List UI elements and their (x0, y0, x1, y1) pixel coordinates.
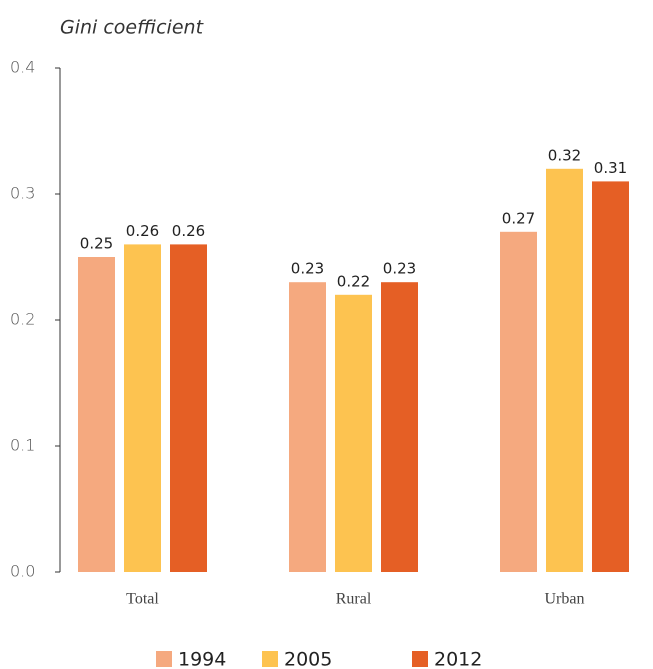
bar (381, 282, 418, 572)
data-label: 0.31 (594, 159, 627, 177)
data-label: 0.32 (548, 146, 581, 164)
bar (124, 244, 161, 572)
data-label: 0.26 (126, 222, 159, 240)
y-tick-label: 0.3 (10, 184, 35, 203)
x-tick-label: Rural (336, 591, 372, 608)
x-tick-label: Urban (545, 591, 585, 608)
bar (592, 181, 629, 572)
y-tick-label: 0.1 (10, 436, 35, 455)
y-tick-label: 0.4 (10, 58, 35, 77)
data-label: 0.26 (172, 222, 205, 240)
bar (289, 282, 326, 572)
data-label: 0.22 (337, 272, 370, 290)
data-label: 0.25 (80, 235, 113, 253)
y-axis-title: Gini coefficient (60, 17, 205, 39)
y-tick-label: 0.2 (10, 310, 35, 329)
data-label: 0.27 (502, 209, 535, 227)
legend-swatch (262, 651, 278, 667)
bar (546, 168, 583, 573)
legend-label: 2012 (434, 649, 482, 669)
bar (335, 294, 372, 572)
bar (78, 257, 115, 572)
bar (500, 231, 537, 573)
data-label: 0.23 (291, 260, 324, 278)
y-tick-label: 0.0 (10, 562, 35, 581)
x-tick-label: Total (126, 591, 159, 608)
bar (170, 244, 207, 572)
legend-swatch (412, 651, 428, 667)
data-label: 0.23 (383, 260, 416, 278)
legend-label: 1994 (178, 649, 226, 669)
legend-swatch (156, 651, 172, 667)
legend-label: 2005 (284, 649, 332, 669)
